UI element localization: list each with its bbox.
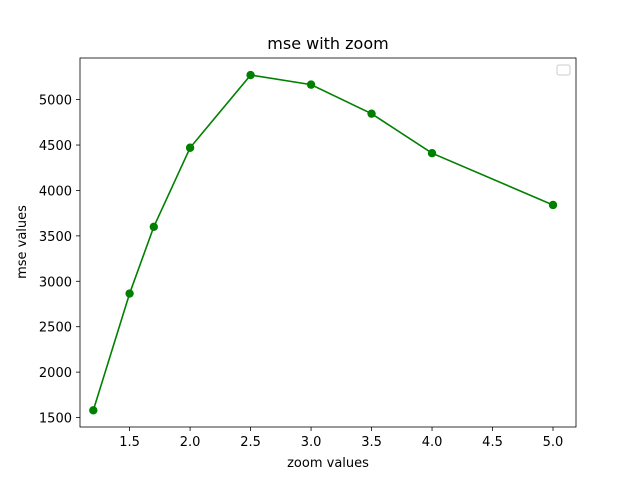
x-axis-label: zoom values: [287, 456, 369, 471]
data-point: [367, 109, 376, 118]
x-tick-label: 5.0: [543, 435, 564, 450]
data-point: [246, 70, 255, 80]
data-point: [185, 143, 195, 152]
y-axis-ticks: 1500 2000 2500 3000 3500 4000 4500 5000: [39, 94, 80, 427]
y-axis-label: mse values: [15, 205, 30, 279]
data-point: [89, 406, 98, 415]
y-tick-label: 5000: [39, 94, 72, 109]
x-tick-label: 4.0: [422, 435, 443, 450]
plot-frame: [79, 57, 577, 428]
y-tick-label: 4000: [39, 184, 72, 199]
x-tick-label: 3.5: [361, 435, 382, 450]
data-point: [306, 80, 316, 89]
y-tick-label: 1500: [39, 412, 72, 427]
plot-area: [80, 58, 576, 427]
y-tick-label: 4500: [39, 139, 72, 154]
x-tick-label: 3.0: [301, 435, 322, 450]
data-point: [125, 289, 134, 298]
data-point: [427, 149, 437, 158]
x-tick-label: 2.5: [240, 435, 261, 450]
x-tick-label: 4.5: [482, 435, 503, 450]
chart-title: mse with zoom: [267, 34, 388, 53]
legend-box: [556, 64, 571, 76]
x-axis-ticks: 1.5 2.0 2.5 3.0 3.5 4.0 4.5 5.0: [119, 427, 563, 450]
x-tick-label: 2.0: [180, 435, 201, 450]
y-tick-label: 3500: [39, 230, 72, 245]
series-layer: [89, 70, 558, 415]
y-tick-label: 2000: [39, 366, 72, 381]
data-point: [149, 222, 158, 231]
y-tick-label: 3000: [39, 275, 72, 290]
y-tick-label: 2500: [39, 321, 72, 336]
x-tick-label: 1.5: [119, 435, 140, 450]
data-point: [548, 200, 558, 210]
